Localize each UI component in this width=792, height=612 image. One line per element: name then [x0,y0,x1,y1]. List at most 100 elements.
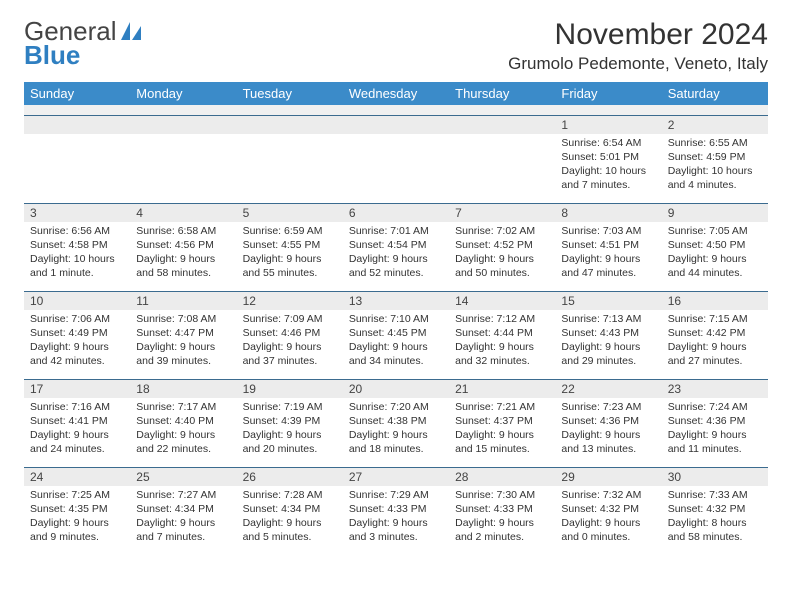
calendar-day: 16Sunrise: 7:15 AMSunset: 4:42 PMDayligh… [662,291,768,379]
daylight-text: Daylight: 9 hours and 44 minutes. [668,252,762,280]
day-details: Sunrise: 7:23 AMSunset: 4:36 PMDaylight:… [555,398,661,461]
header: General Blue November 2024 Grumolo Pedem… [24,18,768,74]
calendar-day: 29Sunrise: 7:32 AMSunset: 4:32 PMDayligh… [555,467,661,555]
day-number: 2 [662,116,768,134]
calendar-day: 9Sunrise: 7:05 AMSunset: 4:50 PMDaylight… [662,203,768,291]
day-details: Sunrise: 6:54 AMSunset: 5:01 PMDaylight:… [555,134,661,197]
day-details: Sunrise: 6:59 AMSunset: 4:55 PMDaylight:… [237,222,343,285]
calendar-day: 21Sunrise: 7:21 AMSunset: 4:37 PMDayligh… [449,379,555,467]
day-number: 22 [555,380,661,398]
sunset-text: Sunset: 4:34 PM [243,502,337,516]
day-number: 24 [24,468,130,486]
calendar-day: 24Sunrise: 7:25 AMSunset: 4:35 PMDayligh… [24,467,130,555]
calendar-day: 10Sunrise: 7:06 AMSunset: 4:49 PMDayligh… [24,291,130,379]
calendar-day-empty [24,115,130,203]
weekday-header: Tuesday [237,82,343,105]
day-number: 17 [24,380,130,398]
day-number: 3 [24,204,130,222]
sunset-text: Sunset: 4:46 PM [243,326,337,340]
weekday-header: Thursday [449,82,555,105]
sunset-text: Sunset: 4:43 PM [561,326,655,340]
sunset-text: Sunset: 4:38 PM [349,414,443,428]
calendar-day: 1Sunrise: 6:54 AMSunset: 5:01 PMDaylight… [555,115,661,203]
day-number: 27 [343,468,449,486]
sunrise-text: Sunrise: 7:12 AM [455,312,549,326]
day-details: Sunrise: 6:58 AMSunset: 4:56 PMDaylight:… [130,222,236,285]
sunrise-text: Sunrise: 6:54 AM [561,136,655,150]
calendar-day: 7Sunrise: 7:02 AMSunset: 4:52 PMDaylight… [449,203,555,291]
day-number: 28 [449,468,555,486]
calendar-day: 26Sunrise: 7:28 AMSunset: 4:34 PMDayligh… [237,467,343,555]
month-title: November 2024 [508,18,768,52]
day-details: Sunrise: 7:20 AMSunset: 4:38 PMDaylight:… [343,398,449,461]
day-number: 11 [130,292,236,310]
day-details: Sunrise: 7:03 AMSunset: 4:51 PMDaylight:… [555,222,661,285]
sunrise-text: Sunrise: 7:09 AM [243,312,337,326]
sail-icon [121,22,141,40]
calendar-day: 25Sunrise: 7:27 AMSunset: 4:34 PMDayligh… [130,467,236,555]
sunrise-text: Sunrise: 6:55 AM [668,136,762,150]
sunset-text: Sunset: 4:44 PM [455,326,549,340]
sunset-text: Sunset: 4:45 PM [349,326,443,340]
day-details: Sunrise: 7:30 AMSunset: 4:33 PMDaylight:… [449,486,555,549]
sunrise-text: Sunrise: 7:25 AM [30,488,124,502]
day-number: 21 [449,380,555,398]
daylight-text: Daylight: 9 hours and 47 minutes. [561,252,655,280]
sunrise-text: Sunrise: 7:27 AM [136,488,230,502]
day-details: Sunrise: 7:02 AMSunset: 4:52 PMDaylight:… [449,222,555,285]
sunset-text: Sunset: 4:33 PM [349,502,443,516]
day-number: 7 [449,204,555,222]
day-details: Sunrise: 6:55 AMSunset: 4:59 PMDaylight:… [662,134,768,197]
day-number: 30 [662,468,768,486]
day-details: Sunrise: 7:16 AMSunset: 4:41 PMDaylight:… [24,398,130,461]
sunset-text: Sunset: 4:56 PM [136,238,230,252]
sunset-text: Sunset: 4:59 PM [668,150,762,164]
calendar-day: 22Sunrise: 7:23 AMSunset: 4:36 PMDayligh… [555,379,661,467]
day-number: 10 [24,292,130,310]
calendar-day: 3Sunrise: 6:56 AMSunset: 4:58 PMDaylight… [24,203,130,291]
calendar-day: 23Sunrise: 7:24 AMSunset: 4:36 PMDayligh… [662,379,768,467]
weekday-header: Wednesday [343,82,449,105]
daylight-text: Daylight: 9 hours and 13 minutes. [561,428,655,456]
calendar-day: 14Sunrise: 7:12 AMSunset: 4:44 PMDayligh… [449,291,555,379]
daylight-text: Daylight: 9 hours and 58 minutes. [136,252,230,280]
calendar-day: 5Sunrise: 6:59 AMSunset: 4:55 PMDaylight… [237,203,343,291]
daylight-text: Daylight: 9 hours and 24 minutes. [30,428,124,456]
day-details: Sunrise: 7:05 AMSunset: 4:50 PMDaylight:… [662,222,768,285]
daylight-text: Daylight: 9 hours and 42 minutes. [30,340,124,368]
sunrise-text: Sunrise: 7:33 AM [668,488,762,502]
day-details: Sunrise: 7:33 AMSunset: 4:32 PMDaylight:… [662,486,768,549]
day-details: Sunrise: 7:21 AMSunset: 4:37 PMDaylight:… [449,398,555,461]
calendar-day-empty [237,115,343,203]
day-number: 29 [555,468,661,486]
sunrise-text: Sunrise: 7:15 AM [668,312,762,326]
calendar-week: 3Sunrise: 6:56 AMSunset: 4:58 PMDaylight… [24,203,768,291]
calendar-day: 30Sunrise: 7:33 AMSunset: 4:32 PMDayligh… [662,467,768,555]
day-details: Sunrise: 7:15 AMSunset: 4:42 PMDaylight:… [662,310,768,373]
sunset-text: Sunset: 4:36 PM [561,414,655,428]
daylight-text: Daylight: 9 hours and 55 minutes. [243,252,337,280]
day-number: 1 [555,116,661,134]
sunset-text: Sunset: 4:50 PM [668,238,762,252]
sunset-text: Sunset: 4:58 PM [30,238,124,252]
calendar-day: 12Sunrise: 7:09 AMSunset: 4:46 PMDayligh… [237,291,343,379]
day-details: Sunrise: 7:32 AMSunset: 4:32 PMDaylight:… [555,486,661,549]
sunrise-text: Sunrise: 6:58 AM [136,224,230,238]
day-details: Sunrise: 7:06 AMSunset: 4:49 PMDaylight:… [24,310,130,373]
calendar-week: 24Sunrise: 7:25 AMSunset: 4:35 PMDayligh… [24,467,768,555]
sunrise-text: Sunrise: 7:01 AM [349,224,443,238]
day-number: 25 [130,468,236,486]
day-details: Sunrise: 7:08 AMSunset: 4:47 PMDaylight:… [130,310,236,373]
day-number: 13 [343,292,449,310]
sunrise-text: Sunrise: 7:21 AM [455,400,549,414]
location: Grumolo Pedemonte, Veneto, Italy [508,54,768,74]
day-number: 14 [449,292,555,310]
calendar-day: 13Sunrise: 7:10 AMSunset: 4:45 PMDayligh… [343,291,449,379]
calendar-day: 18Sunrise: 7:17 AMSunset: 4:40 PMDayligh… [130,379,236,467]
logo-word2: Blue [24,42,141,68]
sunset-text: Sunset: 4:32 PM [668,502,762,516]
day-number: 15 [555,292,661,310]
sunset-text: Sunset: 4:37 PM [455,414,549,428]
calendar-day: 27Sunrise: 7:29 AMSunset: 4:33 PMDayligh… [343,467,449,555]
daylight-text: Daylight: 9 hours and 50 minutes. [455,252,549,280]
